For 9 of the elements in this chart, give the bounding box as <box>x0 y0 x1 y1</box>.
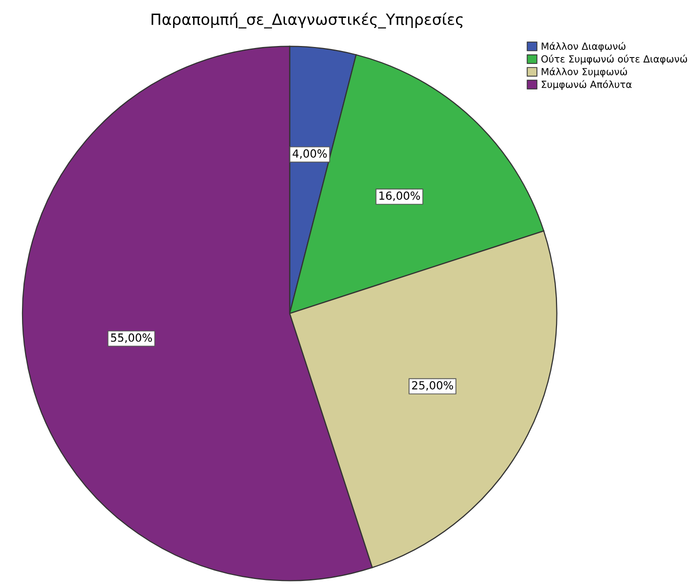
data-label: 25,00% <box>412 381 454 391</box>
legend-label: Μάλλον Συμφωνώ <box>542 67 627 78</box>
data-label: 55,00% <box>111 333 152 343</box>
legend-label: Ούτε Συμφωνώ ούτε Διαφωνώ <box>541 54 688 64</box>
data-label: 4,00% <box>292 149 327 159</box>
chart-title: Παραπομπή_σε_Διαγνωστικές_Υπηρεσίες <box>152 12 463 28</box>
data-label: 16,00% <box>379 191 420 202</box>
legend-label: Συμφωνώ Απόλυτα <box>542 80 632 90</box>
legend-label: Μάλλον Διαφωνώ <box>542 42 626 52</box>
